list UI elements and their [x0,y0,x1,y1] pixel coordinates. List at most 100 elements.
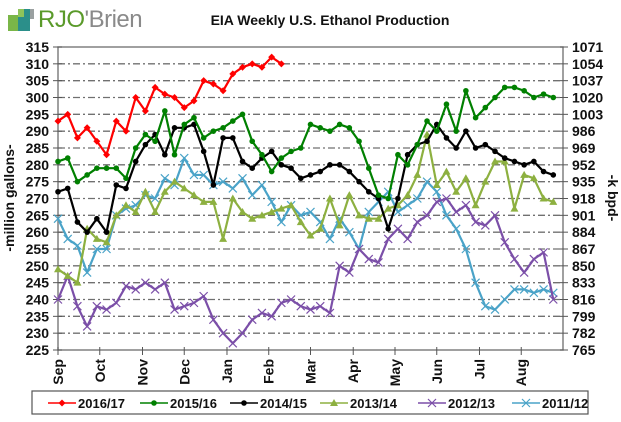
data-point [267,197,277,207]
x-tick-label: Sep [50,359,66,385]
data-point [199,170,209,180]
data-point [249,165,256,171]
data-point [412,217,422,227]
data-point [501,155,508,161]
data-point [131,284,141,294]
data-point [249,138,256,145]
data-point [521,87,527,94]
y-tick-label-right: 1037 [572,73,603,89]
data-point [307,121,314,128]
data-point [432,197,442,207]
data-point [171,151,178,158]
data-point [492,148,498,155]
data-point [160,278,170,288]
data-point [403,200,413,210]
data-point [346,125,353,131]
data-point [152,138,158,145]
data-point [132,145,139,151]
x-axis: Sep Oct Nov Dec Jan Feb Mar Apr May Jun Jul Aug [50,347,529,386]
y-axis-right: 7657827998168338508678849019189359529699… [560,39,603,358]
y-tick-label-left: 260 [26,224,50,240]
data-point [510,204,519,212]
data-point [461,200,471,210]
data-point [238,328,247,338]
data-point [375,192,382,198]
y-axis-left-label: -million gallons- [1,144,17,252]
data-point [142,141,149,148]
y-tick-label-left: 230 [26,325,50,341]
data-point [200,135,207,141]
data-point [73,134,81,142]
data-point [102,305,111,315]
data-point [268,53,276,61]
data-point [64,155,71,161]
data-point [521,398,531,408]
data-point [296,218,305,226]
data-point [500,237,510,247]
data-point [238,207,247,215]
data-point [443,101,450,108]
data-point [364,254,374,264]
data-point [336,162,343,168]
x-tick-label: Aug [513,359,529,386]
legend-item: 2012/13 [418,396,495,411]
data-point [268,168,275,175]
legend-item: 2015/16 [140,396,217,411]
series-line [57,133,554,284]
x-tick-label: Jan [219,359,235,383]
data-point [210,128,217,134]
y-tick-label-left: 265 [26,207,50,223]
y-tick-label-left: 275 [26,174,50,190]
data-point [160,187,169,195]
data-point [481,177,490,185]
data-point [257,180,267,190]
data-point [276,298,286,308]
data-point [83,124,91,132]
data-point [452,187,461,195]
legend-label: 2014/15 [260,396,307,411]
data-point [277,204,286,212]
data-point [492,94,498,101]
data-point [64,110,72,118]
legend-item: 2014/15 [230,396,307,411]
data-point [335,261,345,271]
data-point [239,158,246,165]
legend-label: 2011/12 [542,396,588,411]
data-point [383,234,393,244]
data-point [220,135,226,141]
data-point [327,162,333,168]
data-point [325,194,334,202]
y-tick-label-right: 1020 [572,90,603,106]
data-point [84,172,90,178]
data-point [151,400,157,406]
data-point [344,227,354,237]
data-point [317,125,324,131]
y-tick-label-right: 816 [572,292,596,308]
x-tick-label: Oct [92,359,108,383]
data-point [228,194,237,202]
data-point [472,145,479,151]
rjobrien-logo: RJO'Brien [8,6,143,34]
data-point [540,168,547,175]
data-point [432,181,441,189]
data-point [220,125,226,131]
data-point [287,201,296,209]
y-tick-label-left: 295 [26,106,50,122]
data-point [278,155,285,161]
data-point [385,195,391,202]
data-point [277,60,285,68]
data-point [520,170,529,178]
data-point [162,108,168,114]
data-point [150,194,160,203]
y-tick-label-right: 918 [572,191,596,207]
x-tick-label: Nov [134,359,150,386]
data-point [123,175,129,182]
y-tick-label-right: 1054 [572,56,603,72]
x-tick-label: Dec [176,359,192,385]
series-line [57,86,554,200]
data-point [200,77,208,85]
data-point [276,217,286,227]
data-point [258,63,266,71]
data-point [257,308,267,318]
data-point [471,217,481,227]
